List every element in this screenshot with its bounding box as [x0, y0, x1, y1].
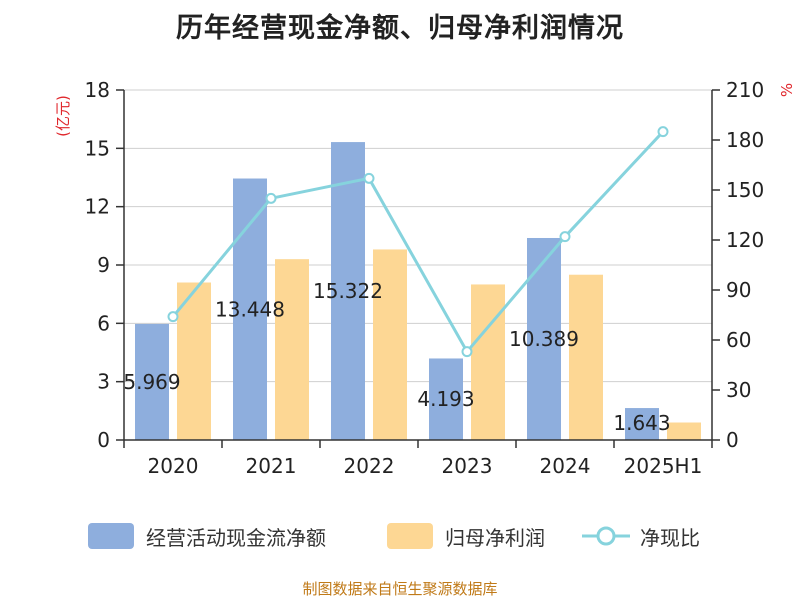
data-label-ocf: 5.969: [123, 370, 180, 394]
bar-ocf-2020: [135, 323, 169, 440]
point-ratio-2021: [265, 192, 277, 204]
y-tick-label-left: 0: [97, 428, 110, 452]
y-tick-label-right: 0: [726, 428, 739, 452]
bar-ocf-2024: [527, 237, 561, 440]
legend: 经营活动现金流净额 归母净利润 净现比: [0, 516, 800, 556]
legend-label-profit: 归母净利润: [445, 525, 545, 550]
point-ratio-2020: [167, 311, 179, 323]
bar-profit-2021: [275, 259, 309, 440]
data-label-ocf: 4.193: [417, 387, 474, 411]
bar-ocf-2025H1: [625, 408, 659, 440]
data-label-ocf: 15.322: [313, 279, 383, 303]
bar-ocf-2022: [331, 142, 365, 441]
legend-swatch-ocf: [88, 523, 134, 549]
legend-swatch-profit: [387, 523, 433, 549]
legend-marker-ratio: [582, 526, 630, 546]
point-ratio-2022: [363, 172, 375, 184]
data-label-ocf: 1.643: [613, 411, 670, 435]
y-tick-label-right: 210: [726, 78, 764, 102]
x-tick-label: 2020: [148, 454, 199, 478]
point-ratio-2024: [559, 231, 571, 243]
bar-profit-2022: [373, 249, 407, 440]
y-axis-left-label: (亿元): [54, 95, 72, 137]
y-tick-label-left: 6: [97, 311, 110, 335]
legend-item-ocf[interactable]: 经营活动现金流净额: [88, 516, 326, 556]
y-tick-label-right: 180: [726, 128, 764, 152]
y-tick-label-left: 3: [97, 370, 110, 394]
y-tick-label-left: 9: [97, 253, 110, 277]
y-tick-label-right: 60: [726, 328, 751, 352]
source-note: 制图数据来自恒生聚源数据库: [302, 580, 498, 598]
x-tick-label: 2021: [246, 454, 297, 478]
legend-label-ocf: 经营活动现金流净额: [146, 525, 326, 550]
y-axis-right-label: %: [778, 83, 796, 97]
y-tick-label-left: 18: [85, 78, 110, 102]
bar-profit-2020: [177, 282, 211, 440]
legend-label-ratio: 净现比: [640, 525, 700, 550]
y-tick-label-left: 12: [85, 195, 110, 219]
bar-ocf-2023: [429, 358, 463, 440]
y-tick-label-right: 90: [726, 278, 751, 302]
y-tick-label-right: 150: [726, 178, 764, 202]
legend-item-profit[interactable]: 归母净利润: [387, 516, 545, 556]
x-tick-label: 2022: [344, 454, 395, 478]
x-tick-label: 2024: [540, 454, 591, 478]
y-tick-label-right: 120: [726, 228, 764, 252]
y-tick-label-right: 30: [726, 378, 751, 402]
bar-profit-2024: [569, 274, 603, 440]
x-tick-label: 2023: [442, 454, 493, 478]
x-tick-label: 2025H1: [624, 454, 703, 478]
point-ratio-2025H1: [657, 126, 669, 138]
y-tick-label-left: 15: [85, 136, 110, 160]
data-label-ocf: 10.389: [509, 327, 579, 351]
legend-item-ratio[interactable]: 净现比: [580, 516, 700, 556]
line-ratio: [171, 130, 665, 355]
chart-title: 历年经营现金净额、归母净利润情况: [176, 13, 624, 44]
point-ratio-2023: [461, 346, 473, 358]
bar-profit-2023: [471, 284, 505, 440]
bar-profit-2025H1: [667, 422, 701, 440]
data-label-ocf: 13.448: [215, 297, 285, 321]
